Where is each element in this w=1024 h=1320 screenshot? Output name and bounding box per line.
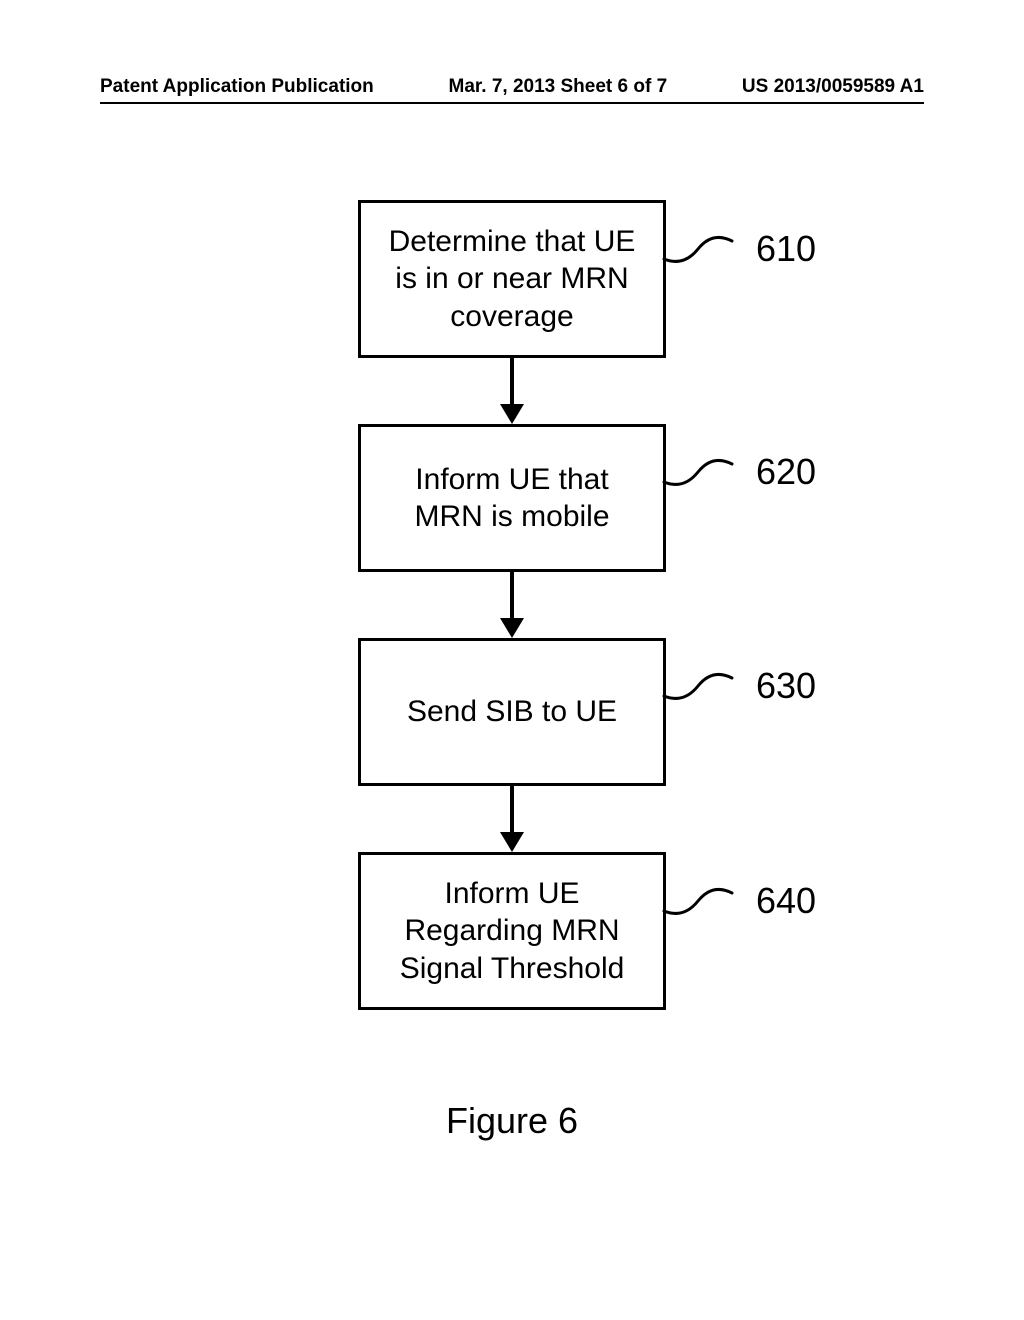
flowchart: Determine that UE is in or near MRN cove… xyxy=(0,200,1024,1010)
callout-label: 630 xyxy=(756,665,816,707)
callout: 640 xyxy=(662,880,816,922)
callout-curve xyxy=(662,458,734,486)
flow-row: Determine that UE is in or near MRN cove… xyxy=(0,200,1024,358)
flow-edge xyxy=(0,572,1024,638)
flow-node-text: Inform UE that MRN is mobile xyxy=(414,461,609,536)
arrow-down-icon xyxy=(500,358,524,424)
flow-row: Inform UE Regarding MRN Signal Threshold… xyxy=(0,852,1024,1010)
flow-node: Send SIB to UE xyxy=(358,638,666,786)
callout-curve xyxy=(662,887,734,915)
flow-edge xyxy=(0,786,1024,852)
flow-node: Inform UE that MRN is mobile xyxy=(358,424,666,572)
header-center: Mar. 7, 2013 Sheet 6 of 7 xyxy=(449,76,668,98)
flow-row: Inform UE that MRN is mobile 620 xyxy=(0,424,1024,572)
arrow-down-icon xyxy=(500,572,524,638)
header-left: Patent Application Publication xyxy=(100,76,374,98)
figure-caption: Figure 6 xyxy=(0,1100,1024,1142)
header-right: US 2013/0059589 A1 xyxy=(742,76,924,98)
callout-label: 640 xyxy=(756,880,816,922)
page-header: Patent Application Publication Mar. 7, 2… xyxy=(100,76,924,104)
flow-node: Determine that UE is in or near MRN cove… xyxy=(358,200,666,358)
callout: 610 xyxy=(662,228,816,270)
flow-node-text: Send SIB to UE xyxy=(407,693,617,731)
callout-curve xyxy=(662,672,734,700)
flow-node: Inform UE Regarding MRN Signal Threshold xyxy=(358,852,666,1010)
flow-node-text: Inform UE Regarding MRN Signal Threshold xyxy=(400,875,625,988)
callout: 620 xyxy=(662,451,816,493)
flow-edge xyxy=(0,358,1024,424)
callout-curve xyxy=(662,235,734,263)
arrow-down-icon xyxy=(500,786,524,852)
page: Patent Application Publication Mar. 7, 2… xyxy=(0,0,1024,1320)
callout-label: 620 xyxy=(756,451,816,493)
callout: 630 xyxy=(662,665,816,707)
flow-node-text: Determine that UE is in or near MRN cove… xyxy=(389,223,636,336)
callout-label: 610 xyxy=(756,228,816,270)
flow-row: Send SIB to UE 630 xyxy=(0,638,1024,786)
